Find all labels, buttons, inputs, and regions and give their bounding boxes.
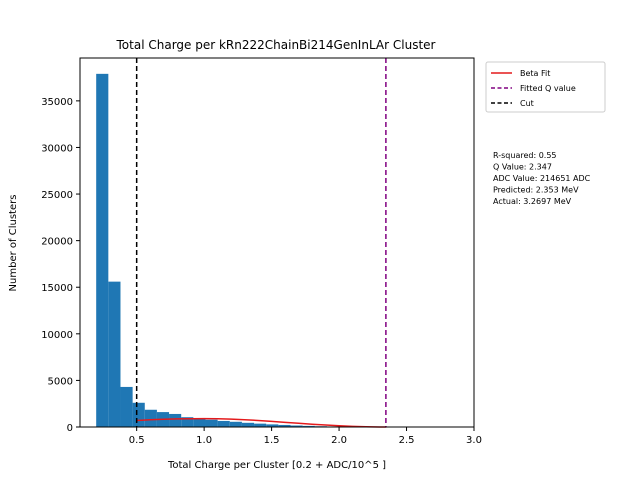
beta-fit-line — [136, 417, 387, 428]
histogram-bar — [108, 281, 121, 427]
annotation-line: Actual: 3.2697 MeV — [493, 197, 572, 206]
annotation-line: Predicted: 2.353 MeV — [493, 186, 579, 195]
histogram-bars — [96, 73, 376, 427]
histogram-bar — [217, 420, 230, 427]
chart-title: Total Charge per kRn222ChainBi214GenInLA… — [116, 38, 436, 52]
histogram-bar — [169, 413, 182, 427]
histogram-bar — [132, 402, 145, 427]
legend-label: Cut — [520, 99, 534, 108]
histogram-bar — [120, 386, 133, 427]
x-tick-label: 2.0 — [331, 435, 347, 446]
legend-label: Fitted Q value — [520, 84, 576, 93]
annotation-line: R-squared: 0.55 — [493, 151, 557, 160]
legend-label: Beta Fit — [520, 69, 550, 78]
y-tick-label: 10000 — [41, 330, 73, 341]
histogram-bar — [193, 418, 206, 427]
x-axis-ticks: 0.5 1.0 1.5 2.0 2.5 3.0 — [129, 427, 482, 446]
histogram-bar — [278, 424, 291, 427]
annotation-line: ADC Value: 214651 ADC — [493, 174, 591, 183]
histogram-bar — [302, 425, 315, 427]
legend-box — [485, 61, 606, 113]
y-tick-label: 5000 — [48, 376, 73, 387]
annotation-line: Q Value: 2.347 — [493, 163, 552, 172]
histogram-bar — [254, 423, 267, 427]
overlay-lines — [135, 58, 387, 428]
x-tick-label: 1.5 — [264, 435, 280, 446]
histogram-bar — [96, 73, 109, 427]
histogram-bar — [241, 422, 255, 427]
histogram-bar — [290, 425, 303, 427]
histogram-bar — [229, 421, 242, 427]
fit-stats-annotation: R-squared: 0.55 Q Value: 2.347 ADC Value: … — [493, 151, 591, 206]
histogram-bar — [181, 417, 194, 427]
y-axis-ticks: 0 5000 10000 15000 20000 25000 30000 35000 — [41, 97, 80, 434]
histogram-bar — [266, 424, 279, 427]
y-tick-label: 20000 — [41, 237, 73, 248]
x-axis-label: Total Charge per Cluster [0.2 + ADC/10^5… — [167, 460, 386, 471]
y-tick-label: 25000 — [41, 190, 73, 201]
y-tick-label: 0 — [67, 423, 73, 434]
legend-items: Beta Fit Fitted Q value Cut — [491, 69, 576, 108]
y-tick-label: 35000 — [41, 97, 73, 108]
histogram-bar — [144, 409, 157, 427]
plot-frame — [79, 57, 475, 428]
x-tick-label: 1.0 — [196, 435, 212, 446]
histogram-bar — [205, 419, 218, 427]
x-tick-label: 3.0 — [466, 435, 482, 446]
y-tick-label: 15000 — [41, 283, 73, 294]
y-axis-label: Number of Clusters — [8, 195, 19, 292]
y-tick-label: 30000 — [41, 143, 73, 154]
x-tick-label: 2.5 — [399, 435, 415, 446]
x-tick-label: 0.5 — [129, 435, 145, 446]
legend: Beta Fit Fitted Q value Cut — [485, 61, 606, 113]
